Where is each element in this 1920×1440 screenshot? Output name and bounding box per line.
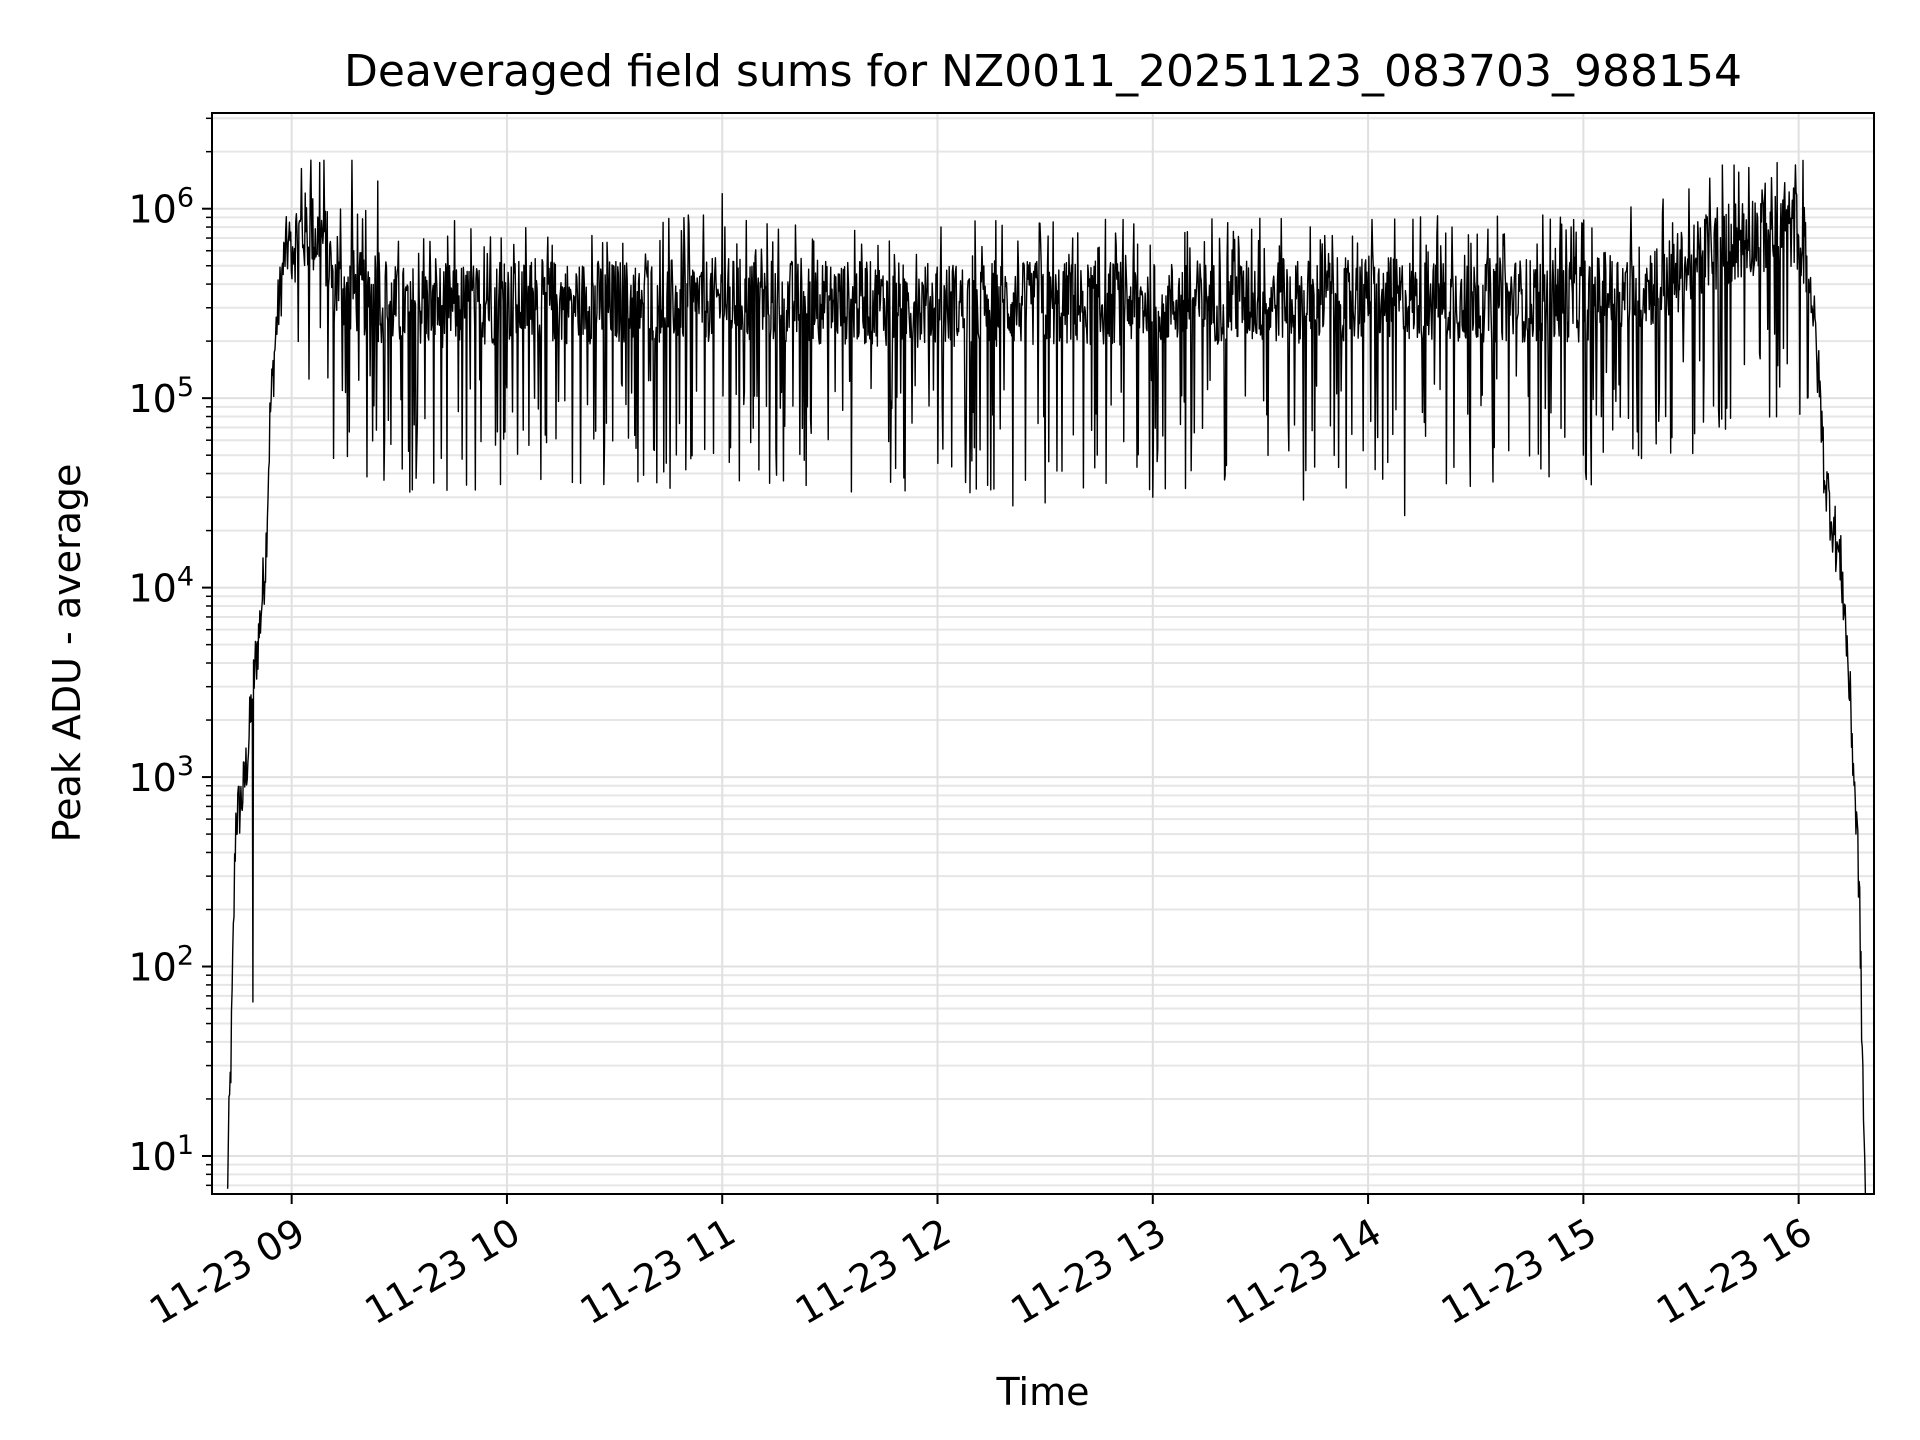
y-axis-label: Peak ADU - average	[45, 464, 89, 843]
plot-frame	[211, 112, 1875, 1195]
y-tick-label: 101	[128, 1130, 194, 1179]
chart-title: Deaveraged field sums for NZ0011_2025112…	[344, 46, 1742, 97]
series-line	[226, 159, 1867, 1195]
y-tick-label: 102	[128, 941, 194, 990]
y-tick-label: 104	[128, 562, 194, 611]
x-axis-label: Time	[996, 1370, 1090, 1414]
y-tick-label: 103	[128, 751, 194, 800]
y-tick-label: 106	[128, 183, 194, 232]
y-tick-label: 105	[128, 372, 194, 421]
series-layer	[226, 159, 1867, 1195]
